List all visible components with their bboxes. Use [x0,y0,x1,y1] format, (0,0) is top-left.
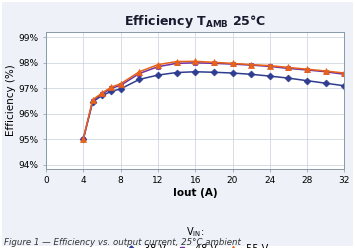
38 V [81,137,86,140]
55 V [342,71,346,74]
55 V [119,82,123,85]
55 V [212,61,216,64]
48 V [91,99,95,102]
55 V [305,68,309,71]
Line: 38 V: 38 V [81,69,347,141]
38 V [100,94,104,97]
38 V [156,74,160,77]
48 V [100,93,104,95]
48 V [342,73,346,76]
55 V [100,92,104,94]
48 V [119,84,123,87]
Y-axis label: Efficiency (%): Efficiency (%) [6,64,16,136]
38 V [193,70,197,73]
Line: 55 V: 55 V [80,58,348,142]
X-axis label: Iout (A): Iout (A) [173,188,218,198]
48 V [268,65,272,68]
48 V [175,62,179,65]
48 V [286,67,290,70]
38 V [286,77,290,80]
38 V [137,78,141,81]
55 V [249,63,253,66]
55 V [81,137,86,140]
55 V [156,63,160,66]
48 V [230,63,235,66]
38 V [175,71,179,74]
Line: 48 V: 48 V [81,61,347,141]
38 V [249,73,253,76]
38 V [119,87,123,90]
48 V [212,62,216,65]
38 V [109,90,114,93]
Text: Figure 1 — Efficiency vs. output current, 25°C ambient: Figure 1 — Efficiency vs. output current… [4,238,240,247]
38 V [230,71,235,74]
Legend: 38 V, 48 V, 55 V: 38 V, 48 V, 55 V [122,225,268,248]
55 V [109,86,114,89]
55 V [230,62,235,65]
48 V [109,87,114,90]
38 V [305,79,309,82]
48 V [324,70,328,73]
55 V [268,64,272,67]
48 V [137,72,141,75]
55 V [91,98,95,101]
38 V [91,100,95,103]
55 V [193,60,197,63]
55 V [137,70,141,73]
48 V [156,65,160,68]
38 V [212,71,216,74]
48 V [249,64,253,67]
55 V [324,69,328,72]
48 V [305,68,309,71]
55 V [175,60,179,63]
55 V [286,66,290,69]
Title: Efficiency T$_{\mathregular{AMB}}$ 25°C: Efficiency T$_{\mathregular{AMB}}$ 25°C [124,13,266,30]
48 V [81,137,86,140]
38 V [342,84,346,87]
38 V [324,82,328,85]
48 V [193,61,197,64]
38 V [268,75,272,78]
